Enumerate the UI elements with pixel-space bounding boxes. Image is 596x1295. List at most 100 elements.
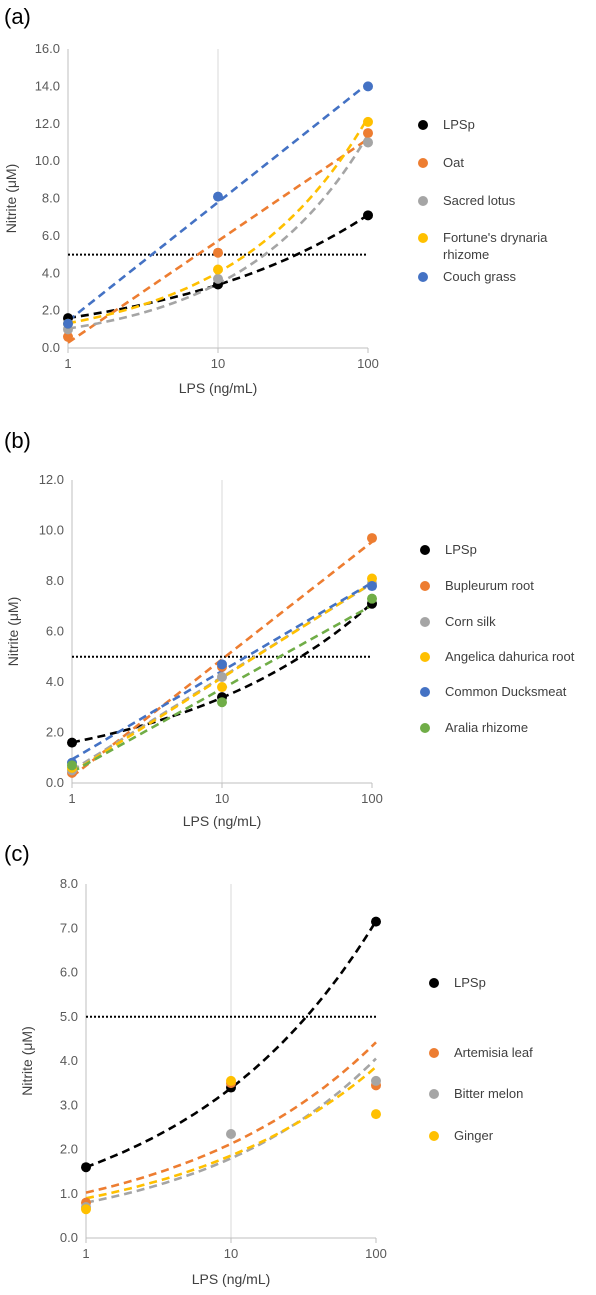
legend-marker-lpsp xyxy=(429,978,439,988)
data-point-corn-silk xyxy=(217,671,227,682)
legend-marker-aralia-rhizome xyxy=(420,723,430,733)
legend-marker-bitter-melon xyxy=(429,1089,439,1099)
legend-marker-angelica-dahurica-root xyxy=(420,652,430,662)
y-axis-label: Nitrite (μM) xyxy=(3,164,19,234)
y-tick-label: 6.0 xyxy=(42,228,60,243)
data-point-sacred-lotus xyxy=(213,273,223,284)
y-tick-label: 6.0 xyxy=(60,965,78,980)
x-axis-label: LPS (ng/mL) xyxy=(192,1271,271,1287)
y-axis-label: Nitrite (μM) xyxy=(19,1026,35,1096)
y-tick-label: 4.0 xyxy=(42,265,60,280)
x-tick-label: 10 xyxy=(224,1246,238,1261)
legend-marker-corn-silk xyxy=(420,617,430,627)
legend-marker-artemisia-leaf xyxy=(429,1048,439,1058)
legend-marker-sacred-lotus xyxy=(418,196,428,206)
y-tick-label: 12.0 xyxy=(35,116,60,131)
y-tick-label: 10.0 xyxy=(35,153,60,168)
legend-label: Bitter melon xyxy=(454,1086,523,1101)
y-tick-label: 10.0 xyxy=(39,523,64,538)
y-tick-label: 0.0 xyxy=(42,340,60,355)
data-point-sacred-lotus xyxy=(363,137,373,148)
data-point-ginger xyxy=(81,1204,91,1215)
data-point-bitter-melon xyxy=(226,1129,236,1140)
trendline-lpsp xyxy=(85,920,378,1169)
legend-label: Aralia rhizome xyxy=(445,720,528,735)
y-tick-label: 14.0 xyxy=(35,78,60,93)
panel-label: (c) xyxy=(4,841,30,866)
legend-label: LPSp xyxy=(443,117,475,132)
data-point-couch-grass xyxy=(363,81,373,92)
data-point-lpsp xyxy=(371,916,381,927)
trendline-couch-grass xyxy=(67,82,369,322)
data-point-bupleurum-root xyxy=(367,533,377,544)
y-tick-label: 6.0 xyxy=(46,624,64,639)
legend-label: Corn silk xyxy=(445,614,496,629)
data-point-fortune-s-drynaria-rhizome xyxy=(213,264,223,275)
legend-marker-oat xyxy=(418,158,428,168)
legend-marker-bupleurum-root xyxy=(420,581,430,591)
x-tick-label: 100 xyxy=(357,356,379,371)
panel-label: (a) xyxy=(4,4,31,29)
x-tick-label: 1 xyxy=(64,356,71,371)
x-tick-label: 100 xyxy=(365,1246,387,1261)
chart-panel-1: (a) 0.0 2.0 4.0 6.0 8.0 10.0 12.0 14.0 16.0 1 10 100… xyxy=(3,4,548,396)
y-tick-label: 0.0 xyxy=(60,1230,78,1245)
legend-label: Couch grass xyxy=(443,269,516,284)
legend-marker-fortune-s-drynaria-rhizome xyxy=(418,233,428,243)
y-tick-label: 2.0 xyxy=(60,1142,78,1157)
x-axis-label: LPS (ng/mL) xyxy=(179,380,258,396)
data-point-ginger xyxy=(226,1075,236,1086)
trendline-oat xyxy=(67,137,369,344)
data-point-angelica-dahurica-root xyxy=(367,573,377,584)
y-tick-label: 8.0 xyxy=(60,876,78,891)
x-tick-label: 100 xyxy=(361,791,383,806)
legend-label: Angelica dahurica root xyxy=(445,649,575,664)
legend-label: Ginger xyxy=(454,1128,494,1143)
trendline-artemisia-leaf xyxy=(85,1041,377,1194)
legend-marker-ginger xyxy=(429,1131,439,1141)
trendline-lpsp xyxy=(67,213,369,320)
y-tick-label: 4.0 xyxy=(60,1053,78,1068)
x-tick-label: 1 xyxy=(82,1246,89,1261)
data-point-lpsp xyxy=(81,1162,91,1173)
legend-label: Bupleurum root xyxy=(445,578,534,593)
data-point-oat xyxy=(213,247,223,258)
data-point-aralia-rhizome xyxy=(367,593,377,604)
y-tick-label: 2.0 xyxy=(46,725,64,740)
y-tick-label: 12.0 xyxy=(39,472,64,487)
panel-label: (b) xyxy=(4,428,31,453)
y-tick-label: 0.0 xyxy=(46,775,64,790)
trendline-angelica-dahurica-root xyxy=(71,581,373,774)
x-tick-label: 10 xyxy=(215,791,229,806)
chart-panel-2: (b) 0.0 2.0 4.0 6.0 8.0 10.0 12.0 1 10 100 LPS (ng/… xyxy=(4,428,575,829)
data-point-angelica-dahurica-root xyxy=(217,682,227,693)
legend-marker-lpsp xyxy=(418,120,428,130)
data-point-couch-grass xyxy=(213,191,223,202)
legend-marker-common-ducksmeat xyxy=(420,687,430,697)
chart-panel-3: (c) 0.0 1.0 2.0 3.0 4.0 5.0 6.0 7.0 8.0 1 10 100 LPS … xyxy=(4,841,533,1287)
y-tick-label: 16.0 xyxy=(35,41,60,56)
legend-label: Sacred lotus xyxy=(443,193,516,208)
legend-label: LPSp xyxy=(445,542,477,557)
y-tick-label: 3.0 xyxy=(60,1097,78,1112)
data-point-ginger xyxy=(371,1109,381,1120)
data-point-lpsp xyxy=(67,737,77,748)
legend-label: LPSp xyxy=(454,975,486,990)
data-point-aralia-rhizome xyxy=(67,760,77,771)
legend-label: Fortune's drynaria rhizome xyxy=(443,230,548,262)
x-tick-label: 10 xyxy=(211,356,225,371)
legend-marker-lpsp xyxy=(420,545,430,555)
legend-label: Oat xyxy=(443,155,464,170)
data-point-lpsp xyxy=(363,210,373,221)
y-axis-label: Nitrite (μM) xyxy=(5,597,21,667)
x-axis-label: LPS (ng/mL) xyxy=(183,813,262,829)
x-tick-label: 1 xyxy=(68,791,75,806)
trendline-bupleurum-root xyxy=(71,540,373,778)
data-point-common-ducksmeat xyxy=(217,659,227,670)
y-tick-label: 7.0 xyxy=(60,920,78,935)
data-point-oat xyxy=(363,128,373,139)
legend-label: Artemisia leaf xyxy=(454,1045,533,1060)
data-point-bitter-melon xyxy=(371,1075,381,1086)
data-point-oat xyxy=(63,331,73,342)
